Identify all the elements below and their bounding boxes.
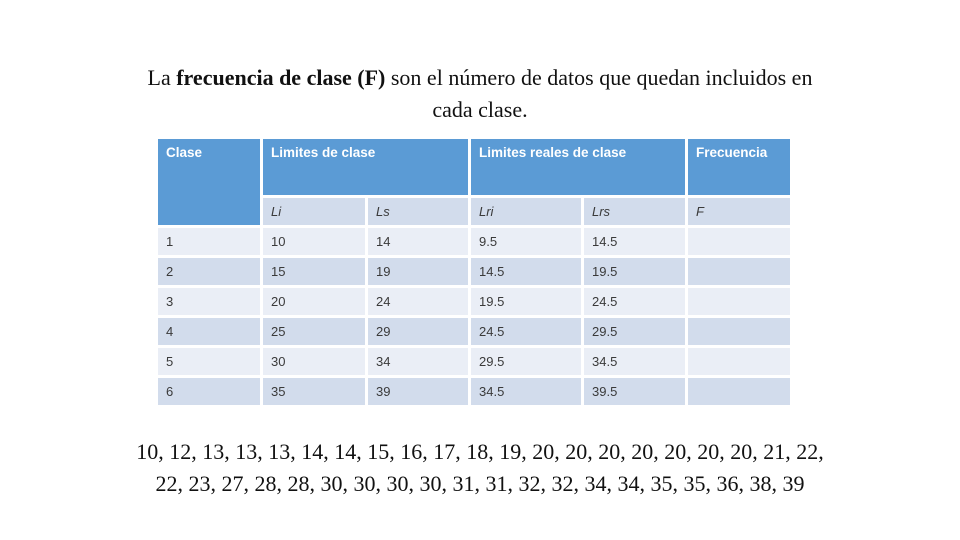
cell-ls: 19 xyxy=(368,258,468,285)
cell-clase: 5 xyxy=(158,348,260,375)
cell-clase: 6 xyxy=(158,378,260,405)
cell-ls: 14 xyxy=(368,228,468,255)
table-row: 4 25 29 24.5 29.5 xyxy=(158,318,790,345)
cell-clase: 2 xyxy=(158,258,260,285)
cell-lri: 14.5 xyxy=(471,258,581,285)
header-cell-clase: Clase xyxy=(158,139,260,225)
table-subheader-row: Li Ls Lri Lrs F xyxy=(158,198,790,225)
cell-lri: 34.5 xyxy=(471,378,581,405)
table-row: 1 10 14 9.5 14.5 xyxy=(158,228,790,255)
cell-lri: 19.5 xyxy=(471,288,581,315)
table-row: 3 20 24 19.5 24.5 xyxy=(158,288,790,315)
title-line1: La frecuencia de clase (F) son el número… xyxy=(148,65,813,90)
cell-frecuencia xyxy=(688,378,790,405)
subheader-cell-lrs: Lrs xyxy=(584,198,685,225)
cell-lrs: 24.5 xyxy=(584,288,685,315)
cell-lrs: 34.5 xyxy=(584,348,685,375)
cell-lrs: 39.5 xyxy=(584,378,685,405)
subheader-cell-f: F xyxy=(688,198,790,225)
title-text-prefix: La xyxy=(147,65,177,90)
cell-ls: 29 xyxy=(368,318,468,345)
data-list-line2: 22, 23, 27, 28, 28, 30, 30, 30, 30, 31, … xyxy=(155,471,805,496)
cell-frecuencia xyxy=(688,258,790,285)
header-cell-frecuencia: Frecuencia xyxy=(688,139,790,195)
cell-ls: 39 xyxy=(368,378,468,405)
frequency-table: Clase Limites de clase Limites reales de… xyxy=(155,136,793,408)
table-row: 6 35 39 34.5 39.5 xyxy=(158,378,790,405)
cell-frecuencia xyxy=(688,318,790,345)
cell-frecuencia xyxy=(688,288,790,315)
title-text-bold: frecuencia de clase (F) xyxy=(176,65,386,90)
header-cell-limites-de-clase: Limites de clase xyxy=(263,139,468,195)
cell-clase: 4 xyxy=(158,318,260,345)
cell-li: 30 xyxy=(263,348,365,375)
cell-frecuencia xyxy=(688,228,790,255)
cell-li: 20 xyxy=(263,288,365,315)
subheader-cell-ls: Ls xyxy=(368,198,468,225)
cell-li: 10 xyxy=(263,228,365,255)
data-list-line1: 10, 12, 13, 13, 13, 14, 14, 15, 16, 17, … xyxy=(136,439,824,464)
subheader-cell-li: Li xyxy=(263,198,365,225)
cell-clase: 3 xyxy=(158,288,260,315)
title-text-rest: son el número de datos que quedan inclui… xyxy=(385,65,813,90)
header-cell-limites-reales: Limites reales de clase xyxy=(471,139,685,195)
cell-frecuencia xyxy=(688,348,790,375)
subheader-cell-lri: Lri xyxy=(471,198,581,225)
table-header-row: Clase Limites de clase Limites reales de… xyxy=(158,139,790,225)
table-row: 2 15 19 14.5 19.5 xyxy=(158,258,790,285)
cell-lri: 29.5 xyxy=(471,348,581,375)
raw-data-list: 10, 12, 13, 13, 13, 14, 14, 15, 16, 17, … xyxy=(30,436,930,500)
table-row: 5 30 34 29.5 34.5 xyxy=(158,348,790,375)
cell-lrs: 19.5 xyxy=(584,258,685,285)
cell-lrs: 14.5 xyxy=(584,228,685,255)
cell-li: 25 xyxy=(263,318,365,345)
cell-lri: 9.5 xyxy=(471,228,581,255)
title-line2: cada clase. xyxy=(432,97,528,122)
cell-ls: 34 xyxy=(368,348,468,375)
cell-li: 15 xyxy=(263,258,365,285)
cell-lri: 24.5 xyxy=(471,318,581,345)
cell-li: 35 xyxy=(263,378,365,405)
cell-lrs: 29.5 xyxy=(584,318,685,345)
cell-ls: 24 xyxy=(368,288,468,315)
slide-title: La frecuencia de clase (F) son el número… xyxy=(40,62,920,126)
cell-clase: 1 xyxy=(158,228,260,255)
